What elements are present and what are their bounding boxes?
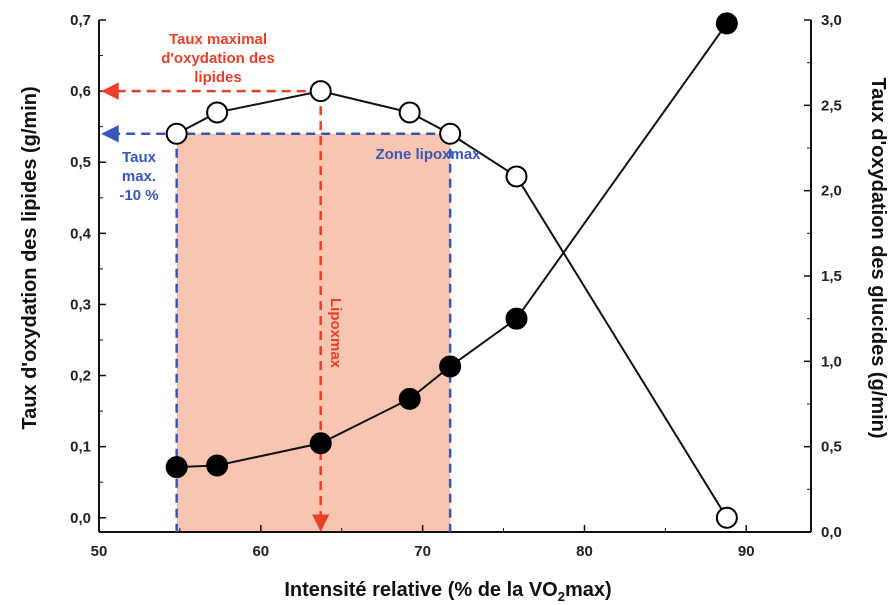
carbohydrate-point [309, 432, 332, 455]
left-y-tick-label: 0,1 [70, 439, 91, 456]
taux-label-line3: -10 % [119, 187, 158, 204]
carbohydrate-point [165, 456, 188, 479]
right-y-axis-ticks: 0,0 0,5 1,0 1,5 2,0 2,5 3,0 [804, 12, 842, 541]
left-y-tick-label: 0,2 [70, 368, 91, 385]
max-rate-label-line1: Taux maximal [169, 31, 267, 48]
lipid-point [165, 122, 188, 145]
max-rate-label-line3: lipides [194, 69, 242, 86]
right-y-tick-label: 2,0 [821, 183, 842, 200]
lipid-point [206, 101, 229, 124]
right-y-axis-title: Taux d'oxydation des glucides (g/min) [867, 77, 889, 438]
x-tick-label: 80 [576, 543, 593, 560]
left-y-tick-label: 0,6 [70, 83, 91, 100]
carbohydrate-series [165, 12, 738, 479]
right-y-tick-label: 0,0 [821, 524, 842, 541]
left-y-tick-label: 0,7 [70, 12, 91, 29]
carbohydrate-point [398, 387, 421, 410]
carbohydrate-point [439, 355, 462, 378]
lipid-point [715, 506, 738, 529]
lipid-series [165, 80, 738, 529]
left-y-axis-ticks: 0,0 0,1 0,2 0,3 0,4 0,5 0,6 0,7 [70, 12, 106, 527]
x-axis-title: Intensité relative (% de la VO2max) [284, 579, 611, 604]
left-y-tick-label: 0,3 [70, 296, 91, 313]
left-y-tick-label: 0,4 [70, 225, 92, 242]
carbohydrate-point [206, 454, 229, 477]
lipid-point [309, 80, 332, 103]
lipid-point [439, 122, 462, 145]
taux-label-line1: Taux [122, 149, 157, 166]
right-y-tick-label: 3,0 [821, 12, 842, 29]
x-tick-label: 60 [252, 543, 269, 560]
carbohydrate-point [505, 307, 528, 330]
x-tick-label: 50 [91, 543, 108, 560]
carbohydrate-point [715, 12, 738, 35]
left-y-axis-title: Taux d'oxydation des lipides (g/min) [19, 86, 41, 429]
x-tick-label: 70 [414, 543, 431, 560]
left-y-tick-label: 0,0 [70, 510, 91, 527]
lipid-point [505, 165, 528, 188]
lipid-point [398, 101, 421, 124]
max-rate-label-line2: d'oxydation des [161, 50, 275, 67]
right-y-tick-label: 2,5 [821, 97, 842, 114]
right-y-tick-label: 0,5 [821, 439, 842, 456]
taux-label-line2: max. [122, 168, 156, 185]
right-y-tick-label: 1,5 [821, 268, 842, 285]
left-y-tick-label: 0,5 [70, 154, 91, 171]
x-axis-ticks: 50 60 70 80 90 [91, 525, 755, 560]
right-y-tick-label: 1,0 [821, 353, 842, 370]
x-tick-label: 90 [738, 543, 755, 560]
lipoxmax-vertical-label: Lipoxmax [327, 298, 344, 369]
zone-lipoxmax-label: Zone lipoxmax [375, 146, 481, 163]
